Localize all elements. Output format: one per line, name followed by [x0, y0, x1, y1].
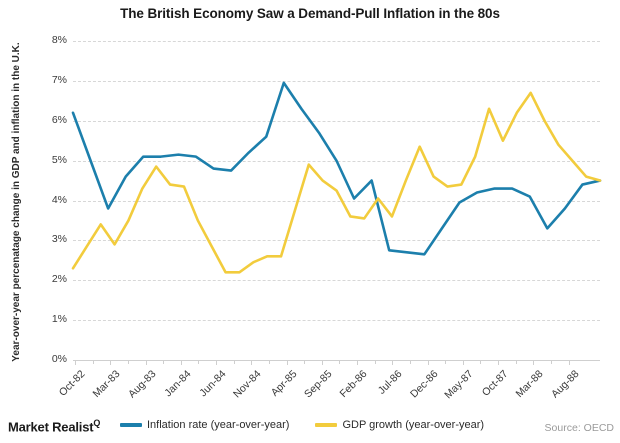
x-tick-minor: [550, 360, 552, 364]
x-tick-label: Oct-87: [479, 368, 511, 399]
brand-logo: Market RealistQ: [8, 418, 100, 434]
brand-name: Market Realist: [8, 419, 94, 435]
x-tick-minor: [374, 360, 376, 364]
y-axis-title: Year-over-year percenatage change in GDP…: [11, 42, 22, 362]
x-tick-label: Jun-84: [197, 368, 229, 400]
x-tick: [533, 360, 535, 365]
brand-mark-icon: Q: [93, 418, 101, 428]
y-tick-label: 6%: [51, 113, 67, 126]
x-tick-minor: [445, 360, 447, 364]
x-tick-minor: [409, 360, 411, 364]
gridline: [73, 200, 600, 202]
x-tick: [180, 360, 182, 365]
y-tick-label: 4%: [51, 193, 67, 206]
x-tick: [75, 360, 76, 365]
y-tick-label: 8%: [51, 34, 67, 46]
x-tick-label: Aug-83: [125, 368, 158, 401]
x-tick: [216, 360, 217, 365]
legend-swatch-icon: [120, 423, 142, 427]
legend-item-gdp[interactable]: GDP growth (year-over-year): [315, 419, 484, 431]
x-tick: [462, 360, 464, 365]
x-tick: [357, 360, 358, 365]
chart-title: The British Economy Saw a Demand-Pull In…: [120, 6, 500, 21]
x-tick-label: Mar-83: [90, 368, 123, 401]
x-tick: [498, 360, 499, 365]
x-tick-minor: [339, 360, 341, 364]
x-tick-minor: [198, 360, 200, 364]
y-axis-tick-labels: 8% 7% 6% 5% 4% 3% 2% 1% 0%: [27, 34, 67, 365]
x-tick: [427, 360, 429, 365]
x-tick-minor: [515, 360, 517, 364]
chart-footer: Market RealistQ Inflation rate (year-ove…: [0, 406, 620, 443]
x-tick-minor: [304, 360, 306, 364]
y-tick-label: 1%: [51, 313, 67, 326]
gridline: [73, 120, 600, 122]
x-tick: [251, 360, 253, 365]
x-tick-minor: [480, 360, 482, 364]
x-tick: [568, 360, 570, 365]
x-tick-label: Nov-84: [231, 368, 264, 401]
series-line-inflation: [73, 83, 600, 254]
x-axis-line: [73, 360, 600, 361]
series-line-gdp: [73, 93, 600, 272]
x-tick-label: Sep-85: [301, 368, 335, 401]
x-tick-minor: [127, 360, 129, 364]
y-tick-label: 2%: [51, 273, 67, 286]
x-tick-label: Mar-88: [513, 368, 546, 401]
x-tick: [286, 360, 288, 365]
x-tick-label: Jul-86: [376, 368, 405, 397]
y-tick-label: 7%: [51, 73, 67, 86]
legend-item-inflation[interactable]: Inflation rate (year-over-year): [120, 419, 289, 431]
x-tick: [145, 360, 147, 365]
x-tick-label: Aug-88: [548, 368, 581, 401]
y-tick-label: 5%: [51, 153, 67, 166]
x-tick-minor: [233, 360, 235, 364]
x-tick: [392, 360, 394, 365]
x-tick-label: Dec-86: [407, 368, 440, 401]
x-tick-minor: [268, 360, 270, 364]
y-tick-label: 0%: [51, 353, 67, 365]
x-tick-minor: [163, 360, 165, 364]
gridline: [73, 80, 600, 82]
gridline: [73, 280, 600, 282]
gridline: [73, 41, 600, 42]
gridline: [73, 240, 600, 242]
x-tick-minor: [92, 360, 94, 364]
x-tick: [110, 360, 112, 365]
legend-label: GDP growth (year-over-year): [342, 419, 485, 431]
legend-label: Inflation rate (year-over-year): [147, 419, 290, 431]
x-tick-label: Apr-85: [268, 368, 299, 399]
source-label: Source: OECD: [544, 422, 614, 434]
x-tick-label: Feb-86: [337, 368, 370, 401]
x-tick-label: May-87: [441, 368, 476, 402]
y-tick-label: 3%: [51, 233, 67, 246]
gridline: [73, 320, 600, 322]
x-tick-label: Jan-84: [162, 368, 194, 400]
x-tick-label: Oct-82: [56, 368, 88, 399]
chart-legend: Inflation rate (year-over-year) GDP growt…: [120, 419, 484, 431]
x-tick: [321, 360, 323, 365]
series-lines: [73, 41, 600, 360]
legend-swatch-icon: [315, 423, 338, 427]
